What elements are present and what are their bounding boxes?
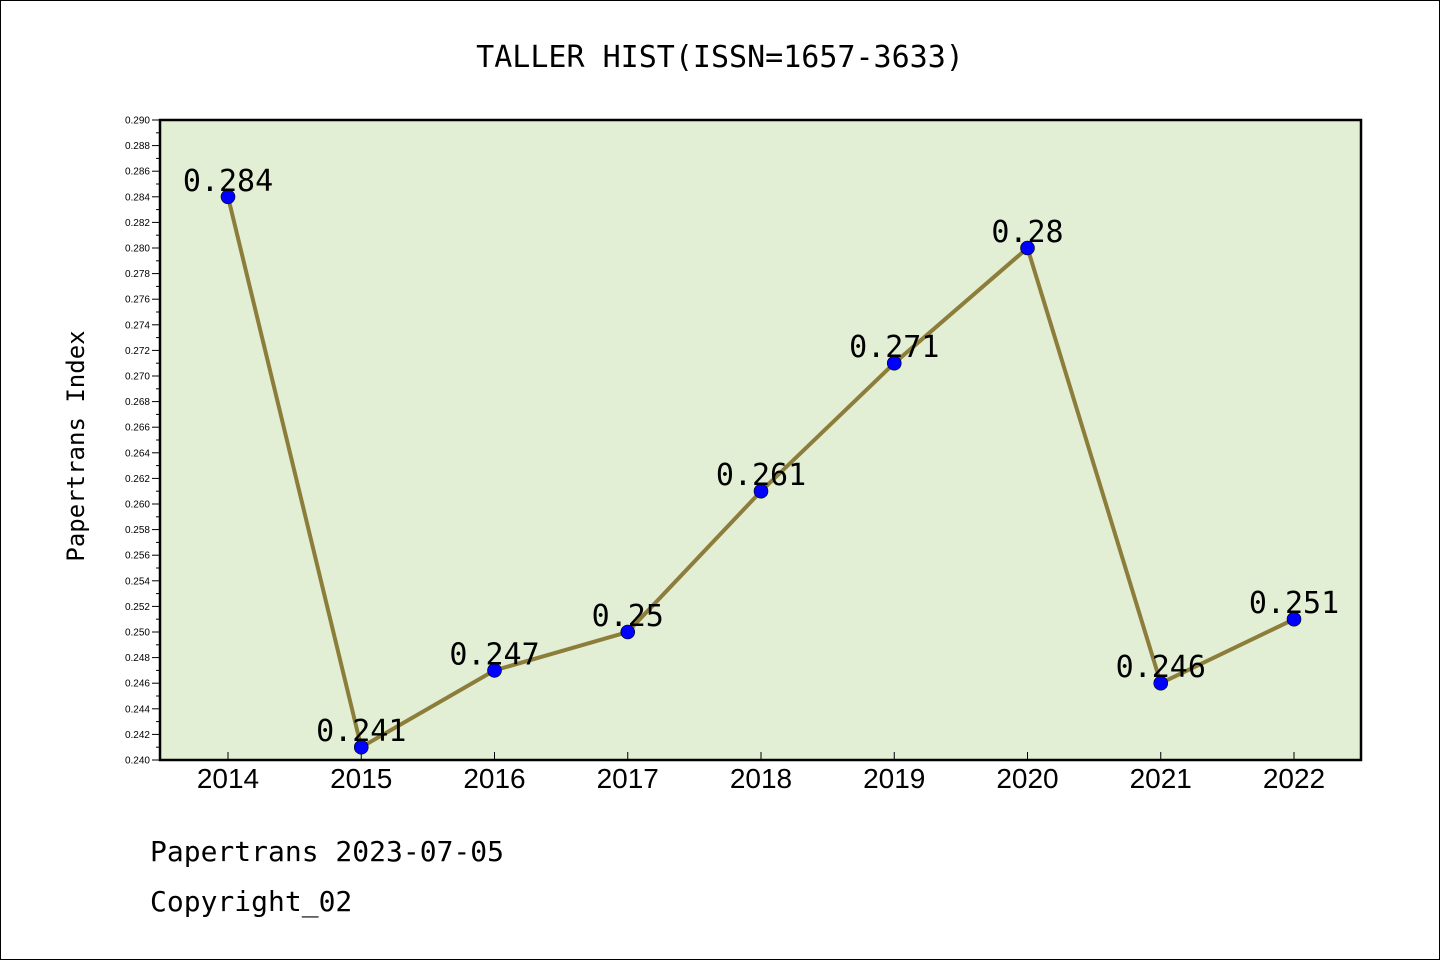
y-axis-label: Papertrans Index (62, 330, 90, 561)
y-tick-label: 0.278 (125, 269, 150, 280)
footer-copyright: Copyright_02 (150, 885, 353, 918)
data-point (220, 189, 236, 205)
x-tick-label: 2015 (330, 763, 392, 794)
y-tick-label: 0.288 (125, 141, 150, 152)
x-tick-label: 2019 (863, 763, 925, 794)
data-point (353, 739, 369, 755)
data-label: 0.251 (1249, 586, 1339, 621)
y-tick-label: 0.274 (125, 320, 150, 331)
y-tick-label: 0.276 (125, 295, 150, 306)
data-label: 0.25 (592, 599, 664, 634)
y-tick-label: 0.256 (125, 551, 150, 562)
x-tick-label: 2022 (1263, 763, 1325, 794)
y-tick-label: 0.260 (125, 500, 150, 511)
y-tick-label: 0.258 (125, 525, 150, 536)
y-tick-label: 0.282 (125, 218, 150, 229)
data-point (1020, 240, 1035, 256)
y-tick-label: 0.252 (125, 602, 150, 613)
y-tick-label: 0.284 (125, 192, 150, 203)
data-label: 0.261 (716, 458, 806, 493)
chart-title: TALLER HIST(ISSN=1657-3633) (476, 40, 964, 75)
y-tick-label: 0.270 (125, 372, 150, 383)
x-tick-label: 2018 (730, 763, 792, 794)
y-tick-label: 0.242 (125, 730, 150, 741)
y-tick-label: 0.268 (125, 397, 150, 408)
y-tick-label: 0.280 (125, 244, 150, 255)
y-tick-label: 0.248 (125, 653, 150, 664)
data-label: 0.246 (1116, 650, 1206, 685)
y-axis: 0.240 0.242 0.244 0.246 0.248 0.250 0.252 0.254… (125, 116, 160, 767)
y-tick-label: 0.264 (125, 448, 150, 459)
x-tick-label: 2020 (996, 763, 1058, 794)
x-tick-label: 2017 (597, 763, 659, 794)
y-tick-label: 0.272 (125, 346, 150, 357)
data-point (1153, 675, 1169, 691)
data-point (620, 624, 636, 640)
y-tick-label: 0.262 (125, 474, 150, 485)
y-tick-label: 0.290 (125, 116, 150, 127)
y-tick-label: 0.250 (125, 628, 150, 639)
series-group: 0.284 0.241 0.247 0.25 0.261 0.271 0.28 0.246 0.… (183, 164, 1339, 755)
data-point (753, 483, 769, 499)
data-point (1286, 611, 1302, 627)
x-tick-label: 2014 (197, 763, 259, 794)
data-label: 0.28 (991, 215, 1063, 250)
y-tick-label: 0.254 (125, 576, 150, 587)
y-tick-label: 0.244 (125, 704, 150, 715)
y-tick-label: 0.240 (125, 756, 150, 767)
data-label: 0.284 (183, 164, 273, 199)
data-label: 0.247 (449, 637, 539, 672)
plot-area (158, 118, 1363, 762)
y-tick-label: 0.266 (125, 423, 150, 434)
data-point (886, 355, 902, 371)
y-tick-label: 0.286 (125, 167, 150, 178)
x-tick-label: 2021 (1130, 763, 1192, 794)
x-tick-label: 2016 (463, 763, 525, 794)
y-tick-label: 0.246 (125, 679, 150, 690)
footer-date: Papertrans 2023-07-05 (150, 835, 505, 868)
data-label: 0.241 (316, 714, 406, 749)
data-label: 0.271 (849, 330, 939, 365)
data-point (487, 663, 502, 678)
x-axis: 2014 2015 2016 2017 2018 2019 2020 2021 2022 (197, 752, 1325, 794)
